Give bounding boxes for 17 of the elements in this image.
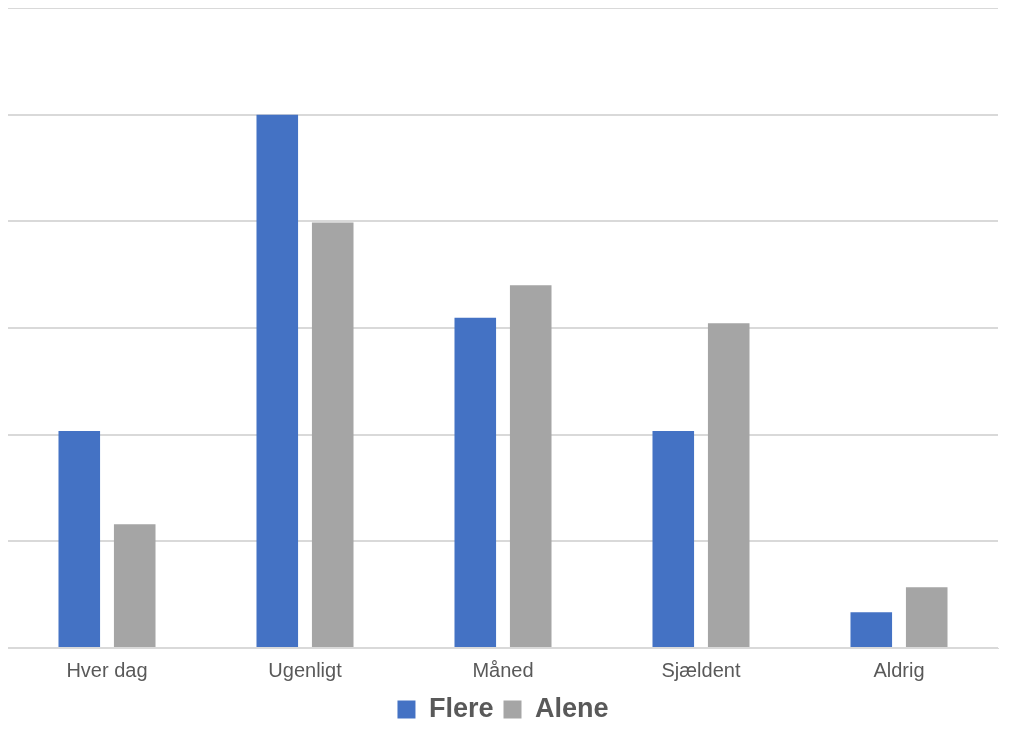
- x-tick-label: Måned: [472, 658, 534, 681]
- bar: [652, 430, 695, 647]
- bar: [311, 222, 354, 647]
- x-tick-label: Aldrig: [873, 658, 925, 681]
- bar: [905, 587, 948, 647]
- bar: [256, 114, 299, 647]
- bar: [113, 524, 156, 647]
- x-tick-label: Sjældent: [661, 658, 741, 681]
- bar: [509, 285, 552, 647]
- legend-label: Flere: [428, 692, 494, 723]
- x-tick-label: Ugenligt: [268, 658, 343, 681]
- bar: [707, 323, 750, 647]
- bar: [58, 430, 101, 647]
- legend-label: Alene: [535, 692, 609, 723]
- bar: [454, 317, 497, 647]
- x-tick-label: Hver dag: [66, 658, 148, 681]
- bar: [850, 612, 893, 647]
